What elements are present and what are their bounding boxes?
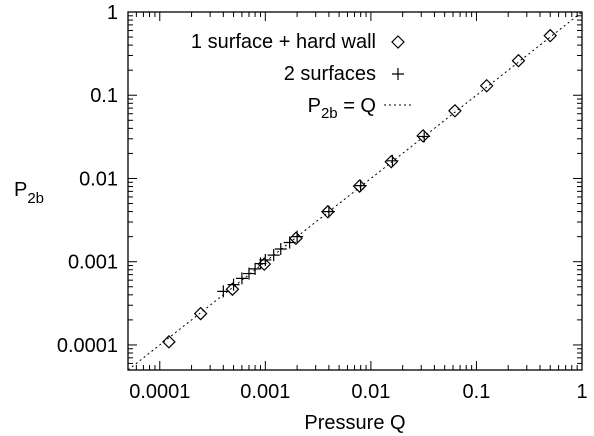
data-point-diamond xyxy=(479,78,494,93)
x-tick-label: 0.01 xyxy=(351,381,390,403)
axis-ticks: 0.0001 0.001 0.01 0.1 1 0.0001 0.001 0.01 0.1 1 xyxy=(57,2,588,403)
data-point-plus xyxy=(242,267,255,280)
data-point-plus xyxy=(227,278,240,291)
y-axis-title: P2b xyxy=(14,179,44,207)
legend-symbols xyxy=(384,35,414,106)
data-point-plus xyxy=(259,253,272,266)
data-point-diamond xyxy=(225,282,240,297)
x-tick-label: 0.1 xyxy=(463,381,491,403)
legend-label-series-3-rest: = Q xyxy=(338,95,376,117)
x-tick-label: 0.0001 xyxy=(129,381,190,403)
data-point-plus xyxy=(386,154,399,167)
data-point-plus xyxy=(249,262,262,275)
legend: 1 surface + hard wall 2 surfaces P2b = Q xyxy=(191,31,414,122)
data-point-diamond xyxy=(511,53,526,68)
series-1 xyxy=(162,28,558,349)
data-point-plus xyxy=(274,243,287,256)
y-axis-title-main: P xyxy=(14,179,27,201)
legend-label-series-3: P2b = Q xyxy=(308,95,376,122)
x-tick-label: 1 xyxy=(576,381,587,403)
data-point-plus xyxy=(235,272,248,285)
y-tick-label: 1 xyxy=(107,2,118,24)
data-point-diamond xyxy=(543,28,558,43)
y-tick-label: 0.1 xyxy=(90,85,118,107)
legend-symbol-plus xyxy=(392,68,404,80)
data-point-plus xyxy=(354,179,367,192)
legend-label-series-3-sub: 2b xyxy=(321,105,338,122)
plot-area xyxy=(128,12,582,370)
y-tick-label: 0.01 xyxy=(79,168,118,190)
legend-symbol-diamond xyxy=(391,35,405,49)
y-axis-title-sub: 2b xyxy=(27,190,44,207)
data-point-diamond xyxy=(320,204,335,219)
data-point-diamond xyxy=(162,334,176,349)
legend-label-series-1: 1 surface + hard wall xyxy=(191,31,376,53)
legend-label-series-3-main: P xyxy=(308,95,321,117)
legend-label-series-2: 2 surfaces xyxy=(284,63,376,85)
data-point-plus xyxy=(418,130,431,143)
data-point-diamond xyxy=(193,306,208,321)
reference-line xyxy=(128,12,582,370)
plot-frame xyxy=(127,11,583,371)
series-3 xyxy=(128,12,582,370)
x-tick-label: 0.001 xyxy=(240,381,290,403)
y-tick-label: 0.001 xyxy=(68,252,118,274)
data-point-diamond xyxy=(384,154,399,169)
x-axis-title: Pressure Q xyxy=(304,412,405,434)
y-tick-label: 0.0001 xyxy=(57,335,118,357)
